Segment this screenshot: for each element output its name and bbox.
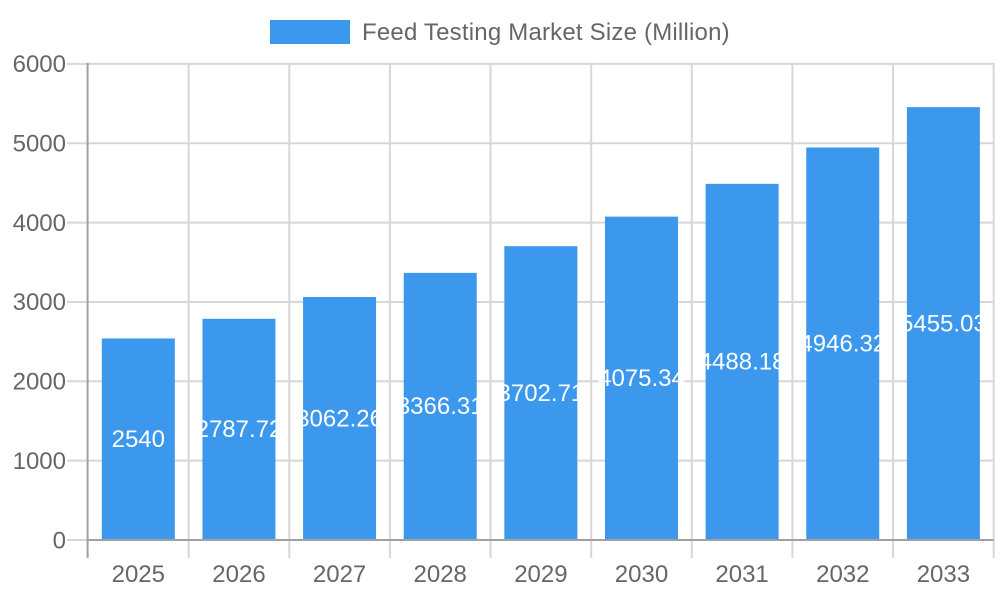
svg-text:0: 0 xyxy=(53,527,66,554)
svg-text:2031: 2031 xyxy=(715,561,768,588)
svg-text:4000: 4000 xyxy=(13,210,66,237)
svg-text:1000: 1000 xyxy=(13,448,66,475)
svg-text:2000: 2000 xyxy=(13,369,66,396)
svg-text:2025: 2025 xyxy=(112,561,165,588)
svg-text:2032: 2032 xyxy=(816,561,869,588)
svg-text:3366.31: 3366.31 xyxy=(397,393,484,420)
svg-text:2033: 2033 xyxy=(917,561,970,588)
svg-text:4488.18: 4488.18 xyxy=(699,349,786,376)
svg-text:5000: 5000 xyxy=(13,131,66,158)
svg-text:2027: 2027 xyxy=(313,561,366,588)
svg-text:2026: 2026 xyxy=(212,561,265,588)
svg-text:2028: 2028 xyxy=(414,561,467,588)
svg-text:2029: 2029 xyxy=(514,561,567,588)
svg-text:2030: 2030 xyxy=(615,561,668,588)
svg-text:2787.72: 2787.72 xyxy=(196,416,283,443)
svg-text:3702.71: 3702.71 xyxy=(498,380,585,407)
svg-text:2540: 2540 xyxy=(112,426,165,453)
svg-text:3000: 3000 xyxy=(13,289,66,316)
svg-text:Feed Testing Market Size (Mill: Feed Testing Market Size (Million) xyxy=(362,19,730,46)
svg-text:3062.26: 3062.26 xyxy=(296,405,383,432)
svg-text:4946.32: 4946.32 xyxy=(799,331,886,358)
svg-text:4075.34: 4075.34 xyxy=(598,365,685,392)
svg-text:5455.03: 5455.03 xyxy=(900,310,987,337)
svg-text:6000: 6000 xyxy=(13,51,66,78)
